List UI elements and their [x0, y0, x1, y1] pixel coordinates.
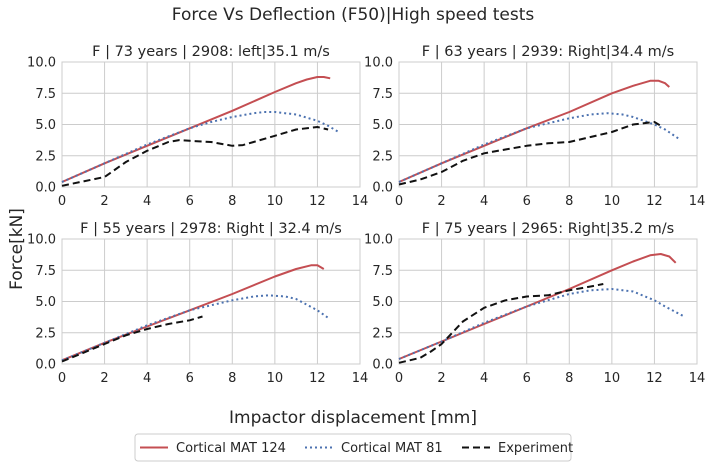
y-tick-label: 5.0 — [35, 118, 56, 133]
x-tick-label: 10 — [604, 371, 621, 386]
series-line-cortical-mat-81 — [398, 112, 681, 183]
y-tick-label: 0.0 — [372, 358, 393, 373]
y-tick-label: 2.5 — [372, 149, 393, 164]
series-line-cortical-mat-81 — [61, 294, 329, 362]
subplot-title: F | 55 years | 2978: Right | 32.4 m/s — [80, 221, 342, 237]
x-tick-label: 0 — [395, 371, 403, 386]
subplot-title: F | 63 years | 2939: Right|34.4 m/s — [422, 44, 674, 60]
x-tick-label: 2 — [437, 371, 445, 386]
x-tick-label: 12 — [646, 371, 663, 386]
y-tick-label: 2.5 — [35, 149, 56, 164]
series-line-cortical-mat-124 — [61, 76, 331, 183]
plot-frame — [61, 238, 361, 365]
y-tick-label: 10.0 — [364, 56, 393, 71]
legend-label: Experiment — [498, 441, 573, 456]
x-tick-label: 2 — [100, 371, 108, 386]
y-tick-label: 0.0 — [35, 181, 56, 196]
y-tick-label: 7.5 — [35, 87, 56, 102]
subplot-title: F | 73 years | 2908: left|35.1 m/s — [92, 44, 330, 60]
x-tick-label: 12 — [309, 194, 326, 209]
x-tick-label: 0 — [395, 194, 403, 209]
y-tick-label: 7.5 — [35, 264, 56, 279]
plot-frame — [61, 61, 361, 188]
x-tick-label: 0 — [58, 194, 66, 209]
x-tick-label: 0 — [58, 371, 66, 386]
legend-label: Cortical MAT 124 — [176, 441, 286, 456]
x-tick-label: 14 — [352, 371, 369, 386]
y-tick-label: 5.0 — [35, 295, 56, 310]
y-tick-label: 2.5 — [35, 326, 56, 341]
y-tick-label: 7.5 — [372, 264, 393, 279]
x-tick-label: 4 — [480, 194, 488, 209]
legend-label: Cortical MAT 81 — [341, 441, 443, 456]
x-tick-label: 12 — [309, 371, 326, 386]
x-tick-label: 6 — [523, 371, 531, 386]
subplot-2: 0 2 4 6 8 10 12 14 0.0 2.5 5.0 7.5 10.0 F | 63 years … — [364, 44, 705, 209]
subplots: 0 2 4 6 8 10 12 140.02.55.07.510.0F | 73 years … — [27, 44, 705, 386]
x-tick-label: 2 — [100, 194, 108, 209]
subplot-3: 0 2 4 6 8 10 12 14 0.0 2.5 5.0 7.5 10.0 F | 55 years … — [27, 221, 368, 386]
subplot-1: 0 2 4 6 8 10 12 14 0.0 2.5 5.0 7.5 10.0 F | 73 years … — [27, 44, 368, 209]
y-tick-label: 10.0 — [364, 233, 393, 248]
x-tick-label: 4 — [143, 194, 151, 209]
y-tick-label: 5.0 — [372, 295, 393, 310]
series-line-experiment — [398, 121, 662, 186]
x-tick-label: 10 — [267, 194, 284, 209]
x-tick-label: 8 — [565, 194, 573, 209]
y-tick-label: 5.0 — [372, 118, 393, 133]
series-line-experiment — [61, 126, 329, 187]
subplot-4: 0 2 4 6 8 10 12 14 0.0 2.5 5.0 7.5 10.0 F | 75 years … — [364, 221, 705, 386]
x-tick-label: 6 — [186, 194, 194, 209]
x-tick-label: 10 — [267, 371, 284, 386]
series-line-cortical-mat-124 — [398, 79, 670, 183]
y-tick-label: 2.5 — [372, 326, 393, 341]
x-tick-label: 6 — [523, 194, 531, 209]
y-tick-label: 0.0 — [372, 181, 393, 196]
x-tick-label: 12 — [646, 194, 663, 209]
x-tick-label: 10 — [604, 194, 621, 209]
x-axis-label: Impactor displacement [mm] — [229, 408, 477, 428]
y-tick-label: 7.5 — [372, 87, 393, 102]
x-tick-label: 8 — [228, 371, 236, 386]
x-tick-label: 14 — [352, 194, 369, 209]
x-tick-label: 2 — [437, 194, 445, 209]
subplot-title: F | 75 years | 2965: Right|35.2 m/s — [422, 221, 674, 237]
legend-box — [134, 433, 572, 462]
x-tick-label: 4 — [143, 371, 151, 386]
x-tick-label: 14 — [689, 371, 706, 386]
y-tick-label: 10.0 — [27, 233, 56, 248]
figure-title: Force Vs Deflection (F50)|High speed tes… — [172, 5, 535, 25]
y-tick-label: 10.0 — [27, 56, 56, 71]
y-tick-label: 0.0 — [35, 358, 56, 373]
x-tick-label: 8 — [565, 371, 573, 386]
plot-frame — [398, 238, 698, 365]
series-line-experiment — [61, 315, 203, 363]
series-line-experiment — [398, 283, 604, 364]
legend: Cortical MAT 124 Cortical MAT 81 Experimen… — [134, 433, 573, 462]
x-tick-label: 4 — [480, 371, 488, 386]
x-tick-label: 8 — [228, 194, 236, 209]
x-tick-label: 14 — [689, 194, 706, 209]
y-axis-label: Force[kN] — [7, 208, 27, 290]
plot-frame — [398, 61, 698, 188]
x-tick-label: 6 — [186, 371, 194, 386]
